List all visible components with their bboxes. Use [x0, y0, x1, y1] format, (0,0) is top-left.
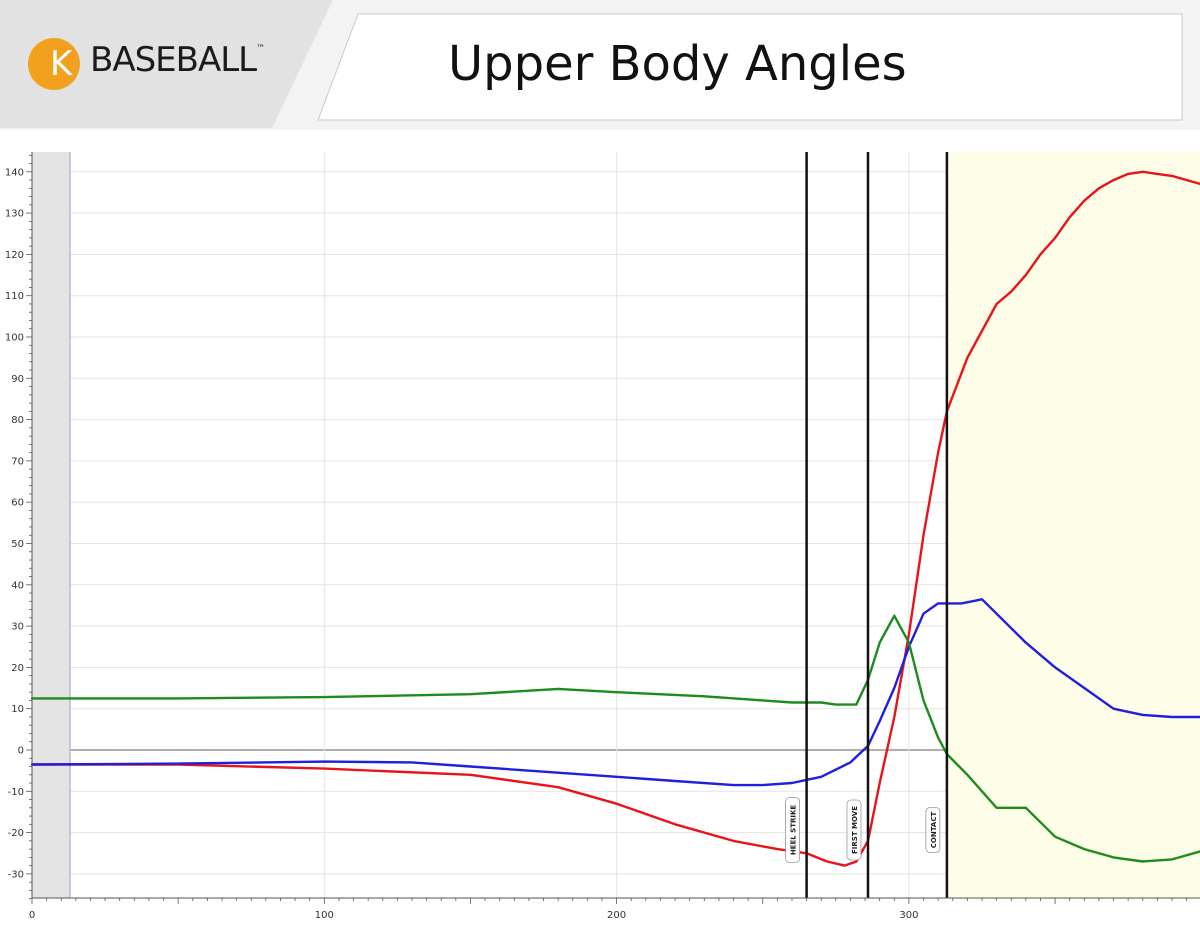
- y-tick-label: 20: [11, 663, 24, 674]
- event-label-group: CONTACT: [925, 807, 941, 853]
- y-tick-label: -10: [8, 787, 24, 798]
- event-label-box: [925, 807, 941, 853]
- event-label-group: FIRST MOVE: [846, 799, 862, 861]
- event-label-group: HEEL STRIKE: [785, 797, 800, 863]
- event-label: FIRST MOVE: [851, 806, 859, 854]
- logo-wordmark: BASEBALL™: [90, 40, 265, 80]
- event-label-box: [785, 797, 800, 863]
- k-logo-icon: K: [28, 38, 80, 90]
- logo-letter: K: [50, 44, 73, 84]
- trademark-symbol: ™: [256, 44, 265, 54]
- series-lines: [30, 170, 1200, 867]
- logo-panel: [0, 0, 333, 128]
- series-line-2: [30, 598, 1200, 787]
- y-tick-label: 120: [5, 250, 24, 261]
- x-tick-label: 100: [315, 910, 334, 921]
- x-tick-label: 300: [899, 910, 918, 921]
- logo-text: BASEBALL: [90, 40, 257, 80]
- y-tick-label: 140: [5, 167, 24, 178]
- angle-chart: HEEL STRIKE FIRST MOVE CONTACT -30 -20 -10 0 1…: [5, 152, 1200, 921]
- y-tick-label: 50: [11, 539, 24, 550]
- event-label-box: [846, 799, 862, 861]
- y-tick-label: 70: [11, 456, 24, 467]
- y-tick-label: 60: [11, 498, 24, 509]
- x-tick-label: 200: [607, 910, 626, 921]
- axes: -30 -20 -10 0 10 20 30 40 50 60 70 80 90 100 110 120 130…: [5, 152, 1200, 921]
- event-label: HEEL STRIKE: [790, 805, 798, 856]
- header-panels: [0, 0, 1200, 130]
- grid-lines: [32, 152, 1200, 898]
- y-tick-label: 110: [5, 291, 24, 302]
- y-tick-label: 30: [11, 622, 24, 633]
- series-line-3: [30, 614, 1200, 863]
- event-markers: HEEL STRIKE FIRST MOVE CONTACT: [785, 152, 949, 898]
- y-tick-label: 0: [18, 746, 24, 757]
- y-tick-label: 10: [11, 704, 24, 715]
- series-line-1: [30, 170, 1200, 867]
- y-tick-label: -30: [8, 869, 24, 880]
- title-panel: [317, 13, 1183, 121]
- page-title: Upper Body Angles: [448, 36, 907, 92]
- shaded-regions: [32, 152, 1200, 898]
- highlight-region: [946, 152, 1200, 898]
- event-label: CONTACT: [930, 812, 938, 849]
- y-tick-label: -20: [8, 828, 24, 839]
- y-tick-label: 100: [5, 333, 24, 344]
- y-tick-label: 80: [11, 415, 24, 426]
- x-tick-label: 0: [29, 910, 35, 921]
- start-region: [32, 152, 70, 898]
- y-tick-label: 130: [5, 209, 24, 220]
- y-tick-label: 40: [11, 580, 24, 591]
- y-tick-label: 90: [11, 374, 24, 385]
